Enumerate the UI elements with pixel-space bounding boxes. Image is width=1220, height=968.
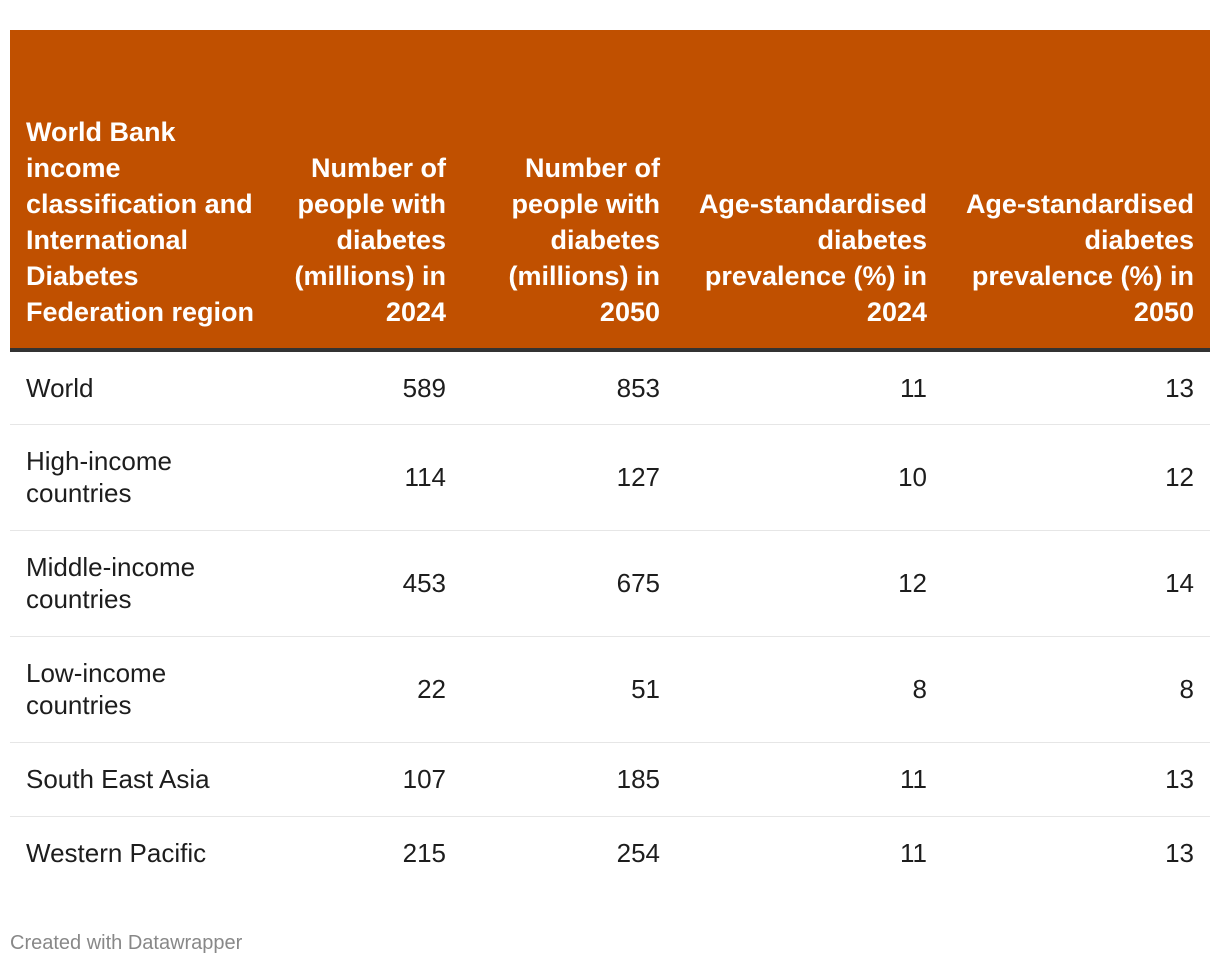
prevalence-2024-cell: 10 (676, 424, 943, 531)
people-2024-cell: 453 (276, 530, 462, 637)
region-cell: Middle-income countries (10, 530, 276, 637)
column-header-people-2050[interactable]: Number of people with diabetes (millions… (462, 30, 676, 352)
people-2024-cell: 215 (402, 838, 446, 869)
region-cell: Low-income countries (10, 636, 276, 743)
data-table: World Bank income classification and Int… (10, 30, 1210, 890)
people-2050-cell: 254 (616, 838, 660, 869)
region-cell: World (10, 350, 276, 425)
people-2050-cell: 853 (462, 350, 676, 425)
region-cell: High-income countries (10, 424, 276, 531)
table-row: Low-income countries 22 51 8 8 (10, 636, 1210, 743)
prevalence-2050-cell: 13 (943, 350, 1210, 425)
prevalence-2024-cell: 11 (676, 350, 943, 425)
region-cell: South East Asia (10, 742, 276, 817)
prevalence-2050-cell: 13 (1165, 838, 1194, 869)
column-header-people-2024[interactable]: Number of people with diabetes (millions… (276, 30, 462, 352)
prevalence-2050-cell: 8 (943, 636, 1210, 743)
table-row: Middle-income countries 453 675 12 14 (10, 530, 1210, 637)
prevalence-2024-cell: 11 (900, 838, 927, 869)
people-2050-cell: 675 (462, 530, 676, 637)
table-header: World Bank income classification and Int… (10, 30, 1210, 352)
prevalence-2024-cell: 8 (676, 636, 943, 743)
header-row: World Bank income classification and Int… (10, 30, 1210, 352)
table-row: High-income countries 114 127 10 12 (10, 424, 1210, 531)
table-row: Western Pacific 215 254 11 13 (10, 816, 1210, 890)
table-row: South East Asia 107 185 11 13 (10, 742, 1210, 817)
region-cell: Western Pacific (26, 838, 207, 869)
prevalence-2024-cell: 12 (676, 530, 943, 637)
prevalence-2024-cell: 11 (676, 742, 943, 817)
people-2024-cell: 589 (276, 350, 462, 425)
people-2050-cell: 185 (462, 742, 676, 817)
people-2050-cell: 127 (462, 424, 676, 531)
column-header-prevalence-2024[interactable]: Age-standardised diabetes prevalence (%)… (676, 30, 943, 352)
column-header-prevalence-2050[interactable]: Age-standardised diabetes prevalence (%)… (943, 30, 1210, 352)
table-row: World 589 853 11 13 (10, 350, 1210, 425)
people-2050-cell: 51 (462, 636, 676, 743)
people-2024-cell: 22 (276, 636, 462, 743)
data-table-container: World Bank income classification and Int… (10, 30, 1210, 890)
column-header-region[interactable]: World Bank income classification and Int… (10, 30, 276, 352)
people-2024-cell: 114 (276, 424, 462, 531)
datawrapper-credit[interactable]: Created with Datawrapper (10, 932, 243, 954)
prevalence-2050-cell: 12 (943, 424, 1210, 531)
prevalence-2050-cell: 14 (943, 530, 1210, 637)
prevalence-2050-cell: 13 (943, 742, 1210, 817)
people-2024-cell: 107 (276, 742, 462, 817)
table-body: World 589 853 11 13 High-income countrie… (10, 350, 1210, 890)
